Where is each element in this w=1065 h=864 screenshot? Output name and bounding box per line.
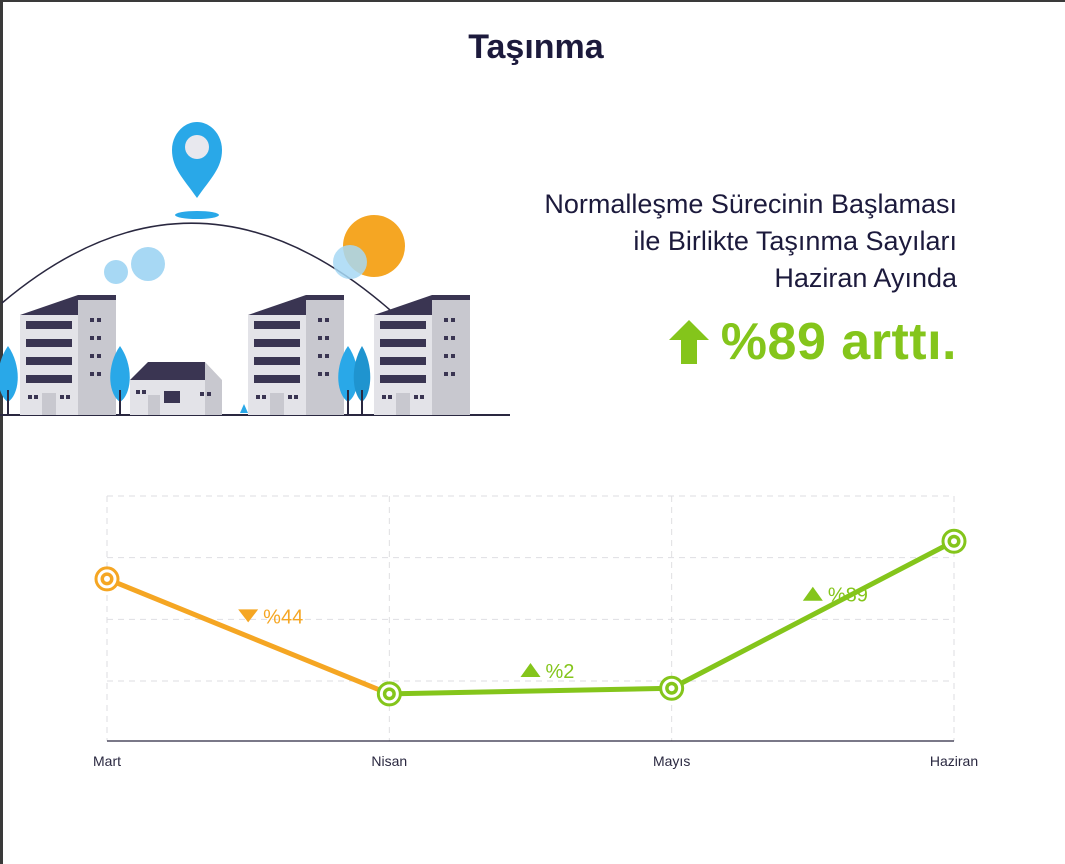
change-label-1: %2 bbox=[520, 661, 575, 683]
change-labels: %44 %2 %89 bbox=[238, 585, 868, 683]
building bbox=[20, 295, 116, 415]
headline-line-3: Haziran Ayında bbox=[774, 263, 957, 293]
series-line-segment-0 bbox=[104, 576, 392, 697]
tree-icon bbox=[0, 346, 18, 415]
bubble bbox=[333, 245, 367, 279]
change-label-text: %2 bbox=[546, 661, 575, 683]
triangle-down-icon bbox=[238, 609, 259, 623]
series-line-segment-1 bbox=[386, 685, 675, 697]
tree-icon bbox=[110, 346, 130, 415]
line-chart: %44 %2 %89 Mart Nisan Mayıs Haziran bbox=[93, 495, 978, 769]
frame-left-border bbox=[0, 0, 3, 864]
triangle-up-icon bbox=[802, 586, 823, 601]
headline-line-2: ile Birlikte Taşınma Sayıları bbox=[633, 226, 957, 256]
x-tick-label: Haziran bbox=[930, 753, 978, 769]
x-tick-labels: Mart Nisan Mayıs Haziran bbox=[93, 753, 978, 769]
data-point-haziran bbox=[941, 528, 967, 554]
frame-top-border bbox=[0, 0, 1065, 2]
data-point-mayıs bbox=[659, 675, 685, 701]
x-tick-label: Nisan bbox=[371, 753, 407, 769]
tree-icon bbox=[338, 346, 358, 415]
chart-points bbox=[94, 528, 967, 707]
building bbox=[248, 295, 344, 415]
change-label-0: %44 bbox=[238, 606, 303, 628]
data-point-nisan bbox=[376, 681, 402, 707]
building bbox=[374, 295, 470, 415]
page-title: Taşınma bbox=[468, 28, 604, 66]
house bbox=[130, 362, 222, 415]
data-point-mart bbox=[94, 566, 120, 592]
x-tick-label: Mayıs bbox=[653, 753, 690, 769]
increase-stat-text: %89 arttı. bbox=[720, 313, 957, 371]
headline-line-1: Normalleşme Sürecinin Başlaması bbox=[544, 189, 957, 219]
arrow-up-icon bbox=[668, 320, 709, 364]
change-label-2: %89 bbox=[802, 585, 868, 607]
triangle-up-icon bbox=[520, 663, 541, 678]
leaf-icon bbox=[240, 404, 248, 413]
tree-icon bbox=[353, 346, 371, 415]
chart-segments bbox=[104, 538, 957, 697]
x-tick-label: Mart bbox=[93, 753, 121, 769]
change-label-text: %44 bbox=[263, 606, 303, 628]
location-pin-icon bbox=[172, 122, 222, 219]
chart-grid bbox=[106, 495, 955, 741]
change-label-text: %89 bbox=[828, 585, 868, 607]
headline: Normalleşme Sürecinin Başlaması ile Birl… bbox=[544, 186, 957, 297]
city-illustration bbox=[0, 122, 510, 416]
bubble bbox=[131, 247, 165, 281]
bubble bbox=[104, 260, 128, 284]
increase-stat: %89 arttı. bbox=[668, 312, 957, 372]
series-line-segment-2 bbox=[669, 538, 957, 691]
